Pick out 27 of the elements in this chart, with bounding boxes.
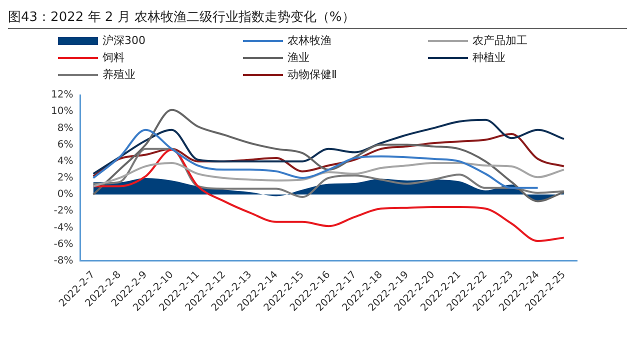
legend-label: 沪深300 (102, 33, 146, 48)
line-series (92, 128, 539, 189)
legend-label: 饲料 (102, 50, 124, 65)
y-tick-label: 6% (57, 139, 74, 150)
y-tick-label: 10% (50, 106, 74, 118)
legend-label: 农林牧渔 (288, 33, 332, 48)
line-series (92, 148, 565, 242)
legend-label: 动物保健Ⅱ (288, 67, 337, 82)
legend-label: 养殖业 (102, 67, 136, 82)
legend-label: 渔业 (288, 50, 310, 65)
chart-title: 图43：2022 年 2 月 农林牧渔二级行业指数走势变化（%） (8, 8, 627, 29)
line-series (92, 132, 565, 178)
legend-label: 种植业 (472, 50, 506, 65)
y-tick-label: 2% (57, 172, 74, 184)
line-series (92, 108, 565, 202)
line-series (92, 148, 565, 198)
y-tick-label: -4% (54, 222, 74, 234)
y-tick-label: -8% (54, 256, 74, 267)
y-tick-label: -2% (54, 206, 74, 217)
y-tick-label: -6% (54, 238, 74, 250)
line-series (92, 162, 565, 188)
y-tick-label: 8% (57, 122, 74, 134)
legend-label: 农产品加工 (472, 33, 528, 48)
y-tick-label: 0% (57, 189, 74, 200)
y-tick-label: 12% (50, 90, 74, 101)
line-series (92, 118, 565, 175)
y-tick-label: 4% (57, 156, 74, 167)
